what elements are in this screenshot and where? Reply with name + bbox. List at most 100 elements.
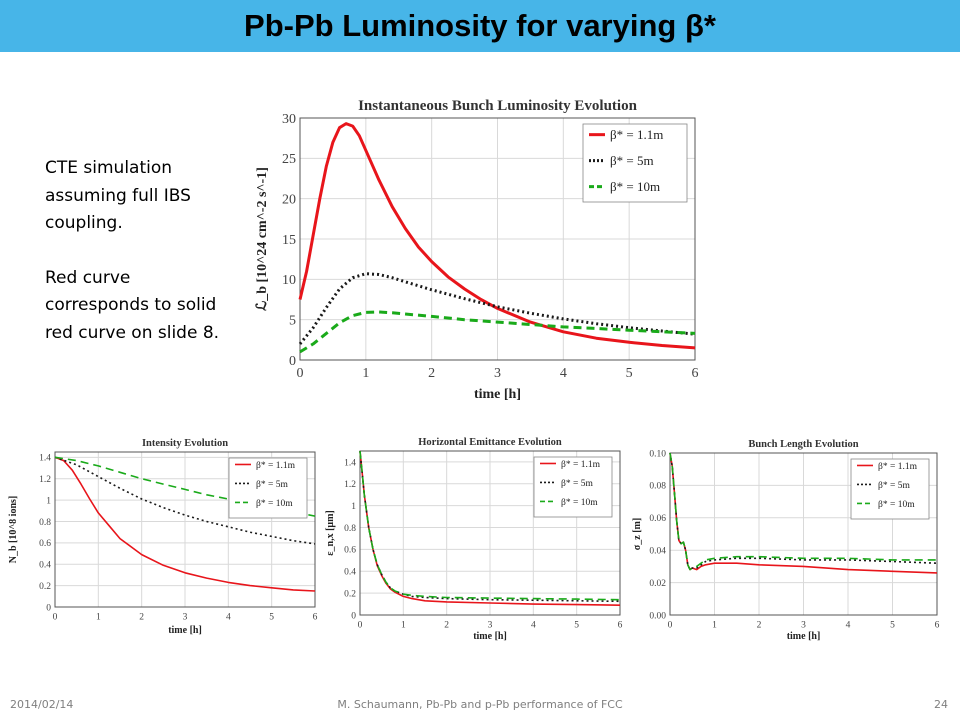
series-line-red: [54, 456, 316, 592]
chart-title: Instantaneous Bunch Luminosity Evolution: [358, 98, 637, 114]
x-tick-label: 5: [269, 613, 274, 623]
y-tick-label: 0.6: [39, 539, 51, 549]
y-axis-label: N_b [10^8 ions]: [8, 496, 19, 564]
series-line-green: [669, 452, 937, 571]
x-tick-label: 5: [626, 366, 633, 381]
chart-title: Horizontal Emittance Evolution: [418, 437, 562, 448]
x-tick-label: 0: [297, 366, 304, 381]
legend-label: β* = 1.1m: [561, 460, 601, 470]
x-axis-label: time [h]: [168, 625, 202, 636]
x-tick-label: 3: [488, 621, 493, 631]
y-tick-label: 0.8: [39, 518, 51, 528]
y-tick-label: 25: [282, 152, 296, 167]
x-tick-label: 1: [362, 366, 369, 381]
y-tick-label: 20: [282, 193, 296, 208]
x-tick-label: 0: [668, 621, 673, 631]
legend-label: β* = 10m: [561, 498, 598, 508]
x-tick-label: 3: [494, 366, 501, 381]
footer-author: M. Schaumann, Pb-Pb and p-Pb performance…: [337, 698, 623, 711]
slide-title: Pb-Pb Luminosity for varying β*: [244, 8, 716, 43]
series-line-red: [298, 122, 696, 350]
y-tick-label: 0: [46, 603, 51, 613]
legend-label: β* = 1.1m: [878, 462, 918, 472]
y-tick-label: 0: [351, 611, 356, 621]
legend-label: β* = 10m: [878, 500, 915, 510]
x-tick-label: 3: [183, 613, 188, 623]
y-tick-label: 0.06: [649, 514, 666, 524]
series-line-green: [299, 310, 696, 354]
side-note: CTE simulation assuming full IBS couplin…: [45, 155, 260, 347]
x-tick-label: 0: [358, 621, 363, 631]
note-line: CTE simulation: [45, 158, 173, 178]
legend-label: β* = 1.1m: [256, 461, 296, 471]
y-tick-label: 1.4: [344, 458, 356, 468]
x-tick-label: 1: [712, 621, 717, 631]
x-tick-label: 5: [574, 621, 579, 631]
chart-title: Bunch Length Evolution: [748, 439, 858, 450]
x-tick-label: 6: [618, 621, 623, 631]
y-axis-label: ℒ_b [10^24 cm^-2 s^-1]: [255, 167, 270, 311]
y-tick-label: 0: [289, 354, 296, 369]
legend-label: β* = 10m: [256, 499, 293, 509]
x-tick-label: 2: [428, 366, 435, 381]
intensity-chart: Intensity Evolution 0 1 2 3 4 5 6 0 0.2 0.4 0.6 0.8 1…: [8, 438, 318, 636]
y-tick-label: 1.2: [39, 475, 51, 485]
series-line-black: [54, 456, 316, 545]
legend-box: [582, 123, 688, 203]
y-tick-label: 0.00: [649, 611, 666, 621]
emittance-chart: Horizontal Emittance Evolution 0 1 2 3 4 5 6 0 0.…: [325, 437, 623, 642]
y-tick-label: 0.4: [344, 568, 356, 578]
legend-label: β* = 5m: [610, 153, 654, 168]
y-tick-label: 0.02: [649, 579, 666, 589]
x-tick-label: 0: [53, 613, 58, 623]
note-line: red curve on slide 8.: [45, 322, 220, 343]
y-tick-label: 0.2: [344, 589, 356, 599]
note-line: assuming full IBS: [45, 185, 191, 206]
plot-frame: [54, 451, 316, 608]
y-tick-label: 1: [46, 496, 51, 506]
y-tick-label: 10: [282, 273, 296, 288]
x-axis-label: time [h]: [787, 631, 821, 642]
footer-date: 2014/02/14: [10, 698, 74, 711]
title-bar: [0, 0, 960, 52]
note-line: coupling.: [45, 213, 123, 233]
x-tick-label: 1: [96, 613, 101, 623]
chart-title: Intensity Evolution: [142, 438, 228, 449]
legend-label: β* = 5m: [878, 481, 910, 491]
legend-box: [533, 456, 613, 518]
x-tick-label: 6: [692, 366, 699, 381]
plot-frame: [359, 450, 621, 616]
x-tick-label: 6: [313, 613, 318, 623]
x-tick-label: 5: [890, 621, 895, 631]
x-tick-label: 2: [444, 621, 449, 631]
y-tick-label: 0.8: [344, 524, 356, 534]
x-axis-label: time [h]: [473, 631, 507, 642]
y-axis-label: ε_n,x [μm]: [325, 510, 336, 556]
y-tick-label: 1.2: [344, 480, 356, 490]
bunch-length-chart: Bunch Length Evolution 0 1 2 3 4 5 6 0.00 0.02 0.0…: [632, 439, 940, 642]
x-tick-label: 4: [226, 613, 231, 623]
y-axis-label: σ_z [m]: [632, 518, 643, 550]
y-tick-label: 0.08: [649, 482, 666, 492]
y-tick-label: 30: [282, 112, 296, 127]
legend-box: [228, 457, 308, 519]
series-line-black: [298, 272, 696, 345]
legend-label: β* = 5m: [561, 479, 593, 489]
y-tick-label: 0.4: [39, 561, 51, 571]
page-number: 24: [934, 698, 948, 711]
note-line: Red curve: [45, 267, 131, 288]
x-tick-label: 6: [935, 621, 940, 631]
x-tick-label: 4: [531, 621, 536, 631]
y-tick-label: 0.04: [649, 547, 666, 557]
plot-frame: [299, 117, 696, 361]
legend-box: [850, 458, 930, 520]
y-tick-label: 0.10: [649, 449, 666, 459]
legend-label: β* = 5m: [256, 480, 288, 490]
y-tick-label: 1.4: [39, 454, 51, 464]
legend-label: β* = 10m: [610, 179, 660, 194]
series-line-black: [359, 450, 621, 603]
plot-frame: [669, 452, 938, 616]
luminosity-chart: Instantaneous Bunch Luminosity Evolution…: [255, 98, 699, 402]
x-tick-label: 4: [846, 621, 851, 631]
y-tick-label: 0.2: [39, 582, 51, 592]
